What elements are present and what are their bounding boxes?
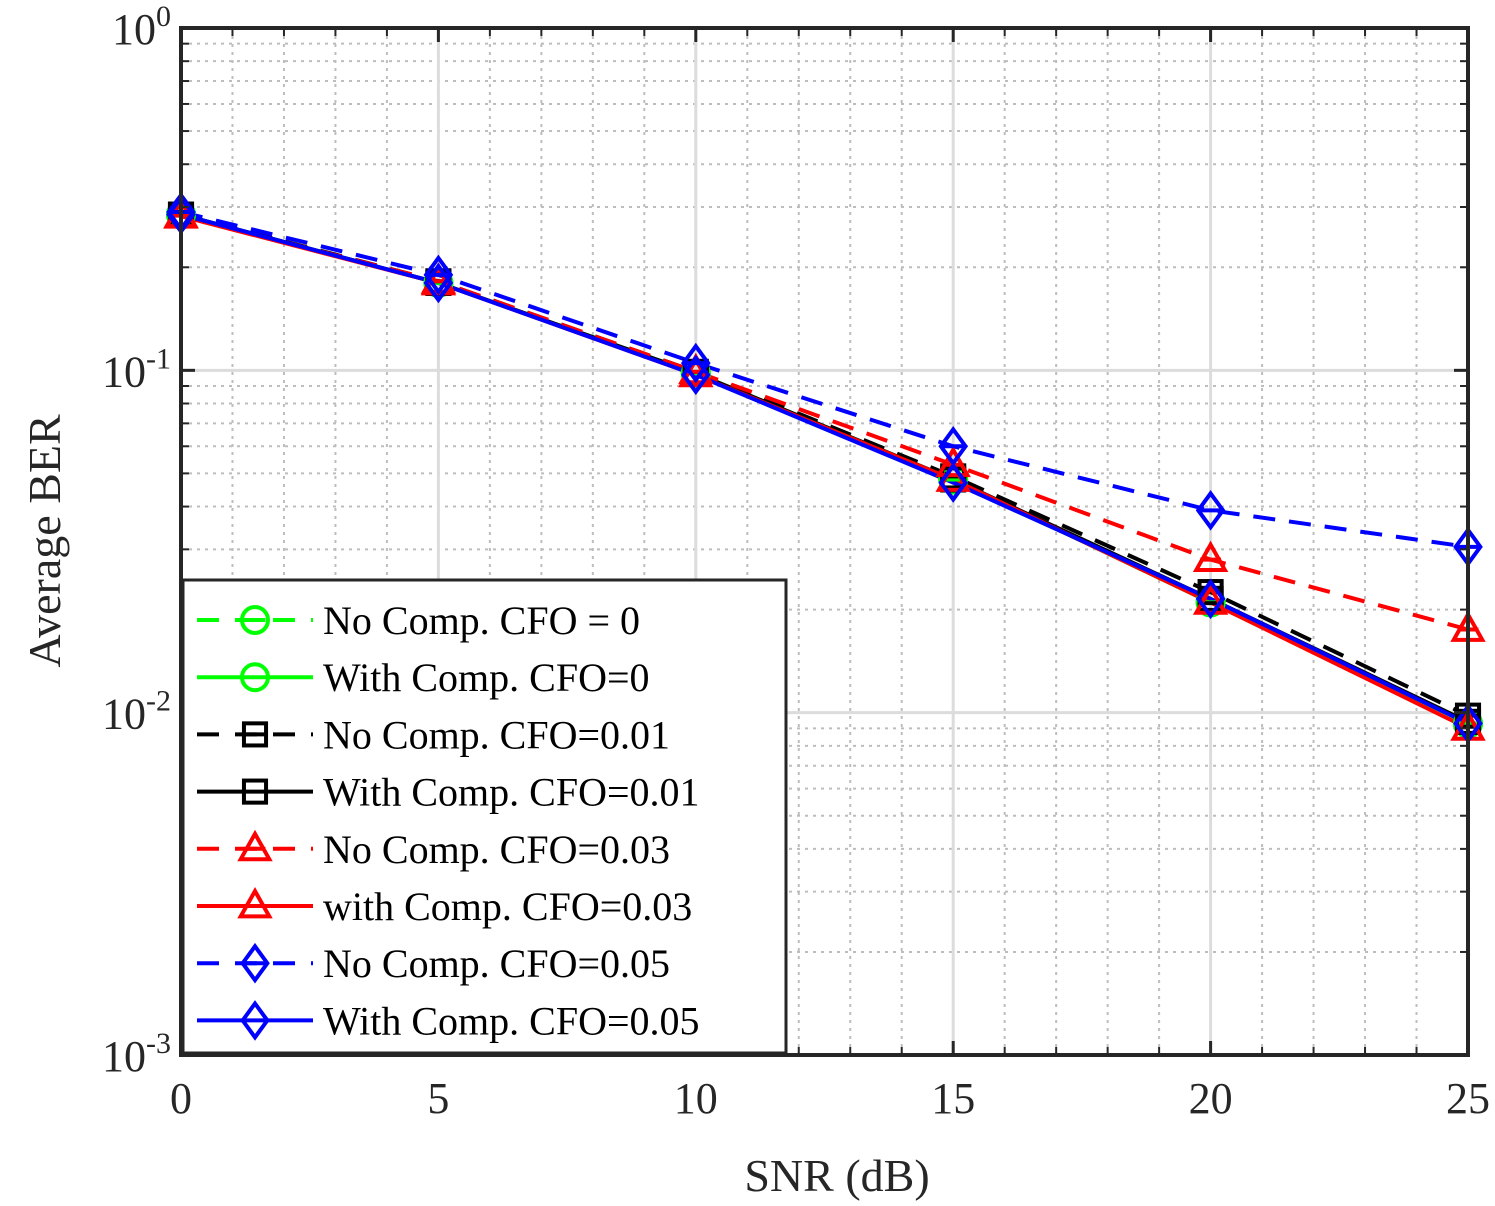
data-point-s7-4 [1195, 490, 1226, 531]
x-tick-labels: 0 5 10 15 20 25 [170, 1074, 1490, 1123]
data-point-s7-2 [680, 342, 711, 384]
x-tick-label: 20 [1189, 1074, 1233, 1123]
legend-marker-6 [237, 886, 273, 919]
legend-marker-8 [240, 1000, 270, 1041]
legend-marker-1 [240, 605, 270, 635]
y-tick-label: 10-3 [102, 1027, 171, 1081]
legend-label-3: No Comp. CFO=0.01 [323, 712, 670, 757]
series-lines [180, 210, 1469, 731]
series-markers [163, 191, 1486, 744]
legend-marker-3 [241, 721, 269, 748]
legend-marker-7 [240, 942, 270, 984]
legend: No Comp. CFO = 0 With Comp. CFO=0 No Comp.… [181, 578, 788, 1055]
legend-label-7: No Comp. CFO=0.05 [323, 941, 670, 986]
data-point-s7-1 [423, 254, 454, 296]
legend-label-4: With Comp. CFO=0.01 [323, 770, 700, 815]
data-point-s8-3 [938, 462, 969, 503]
series-line-8 [180, 212, 1469, 726]
data-point-s5-4 [1192, 540, 1229, 572]
x-axis-label: SNR (dB) [744, 1150, 929, 1201]
data-point-s8-2 [680, 354, 711, 396]
data-point-s8-1 [423, 262, 454, 304]
x-tick-label: 0 [170, 1074, 192, 1123]
legend-box [181, 578, 788, 1055]
y-axis-label: Average BER [19, 414, 70, 668]
plot-frame [179, 26, 1470, 1057]
legend-label-2: With Comp. CFO=0 [323, 655, 650, 700]
y-tick-labels: 100 10-1 10-2 10-3 [102, 0, 171, 1081]
legend-label-5: No Comp. CFO=0.03 [323, 827, 670, 872]
series-line-7 [180, 210, 1469, 549]
x-tick-label: 25 [1446, 1074, 1490, 1123]
y-tick-label: 100 [112, 0, 171, 54]
legend-label-8: With Comp. CFO=0.05 [323, 998, 700, 1043]
legend-label-1: No Comp. CFO = 0 [323, 598, 640, 643]
y-tick-label: 10-1 [102, 342, 171, 396]
data-point-s5-3 [935, 445, 971, 478]
x-tick-label: 15 [931, 1074, 975, 1123]
x-tick-label: 5 [427, 1074, 449, 1123]
minor-grid [181, 28, 1468, 1055]
legend-marker-4 [241, 778, 269, 805]
y-tick-label: 10-2 [102, 685, 171, 739]
data-point-s8-4 [1195, 578, 1226, 620]
x-tick-label: 10 [674, 1074, 718, 1123]
legend-label-6: with Comp. CFO=0.03 [323, 884, 692, 929]
legend-marker-5 [237, 829, 273, 862]
legend-marker-2 [240, 662, 270, 693]
